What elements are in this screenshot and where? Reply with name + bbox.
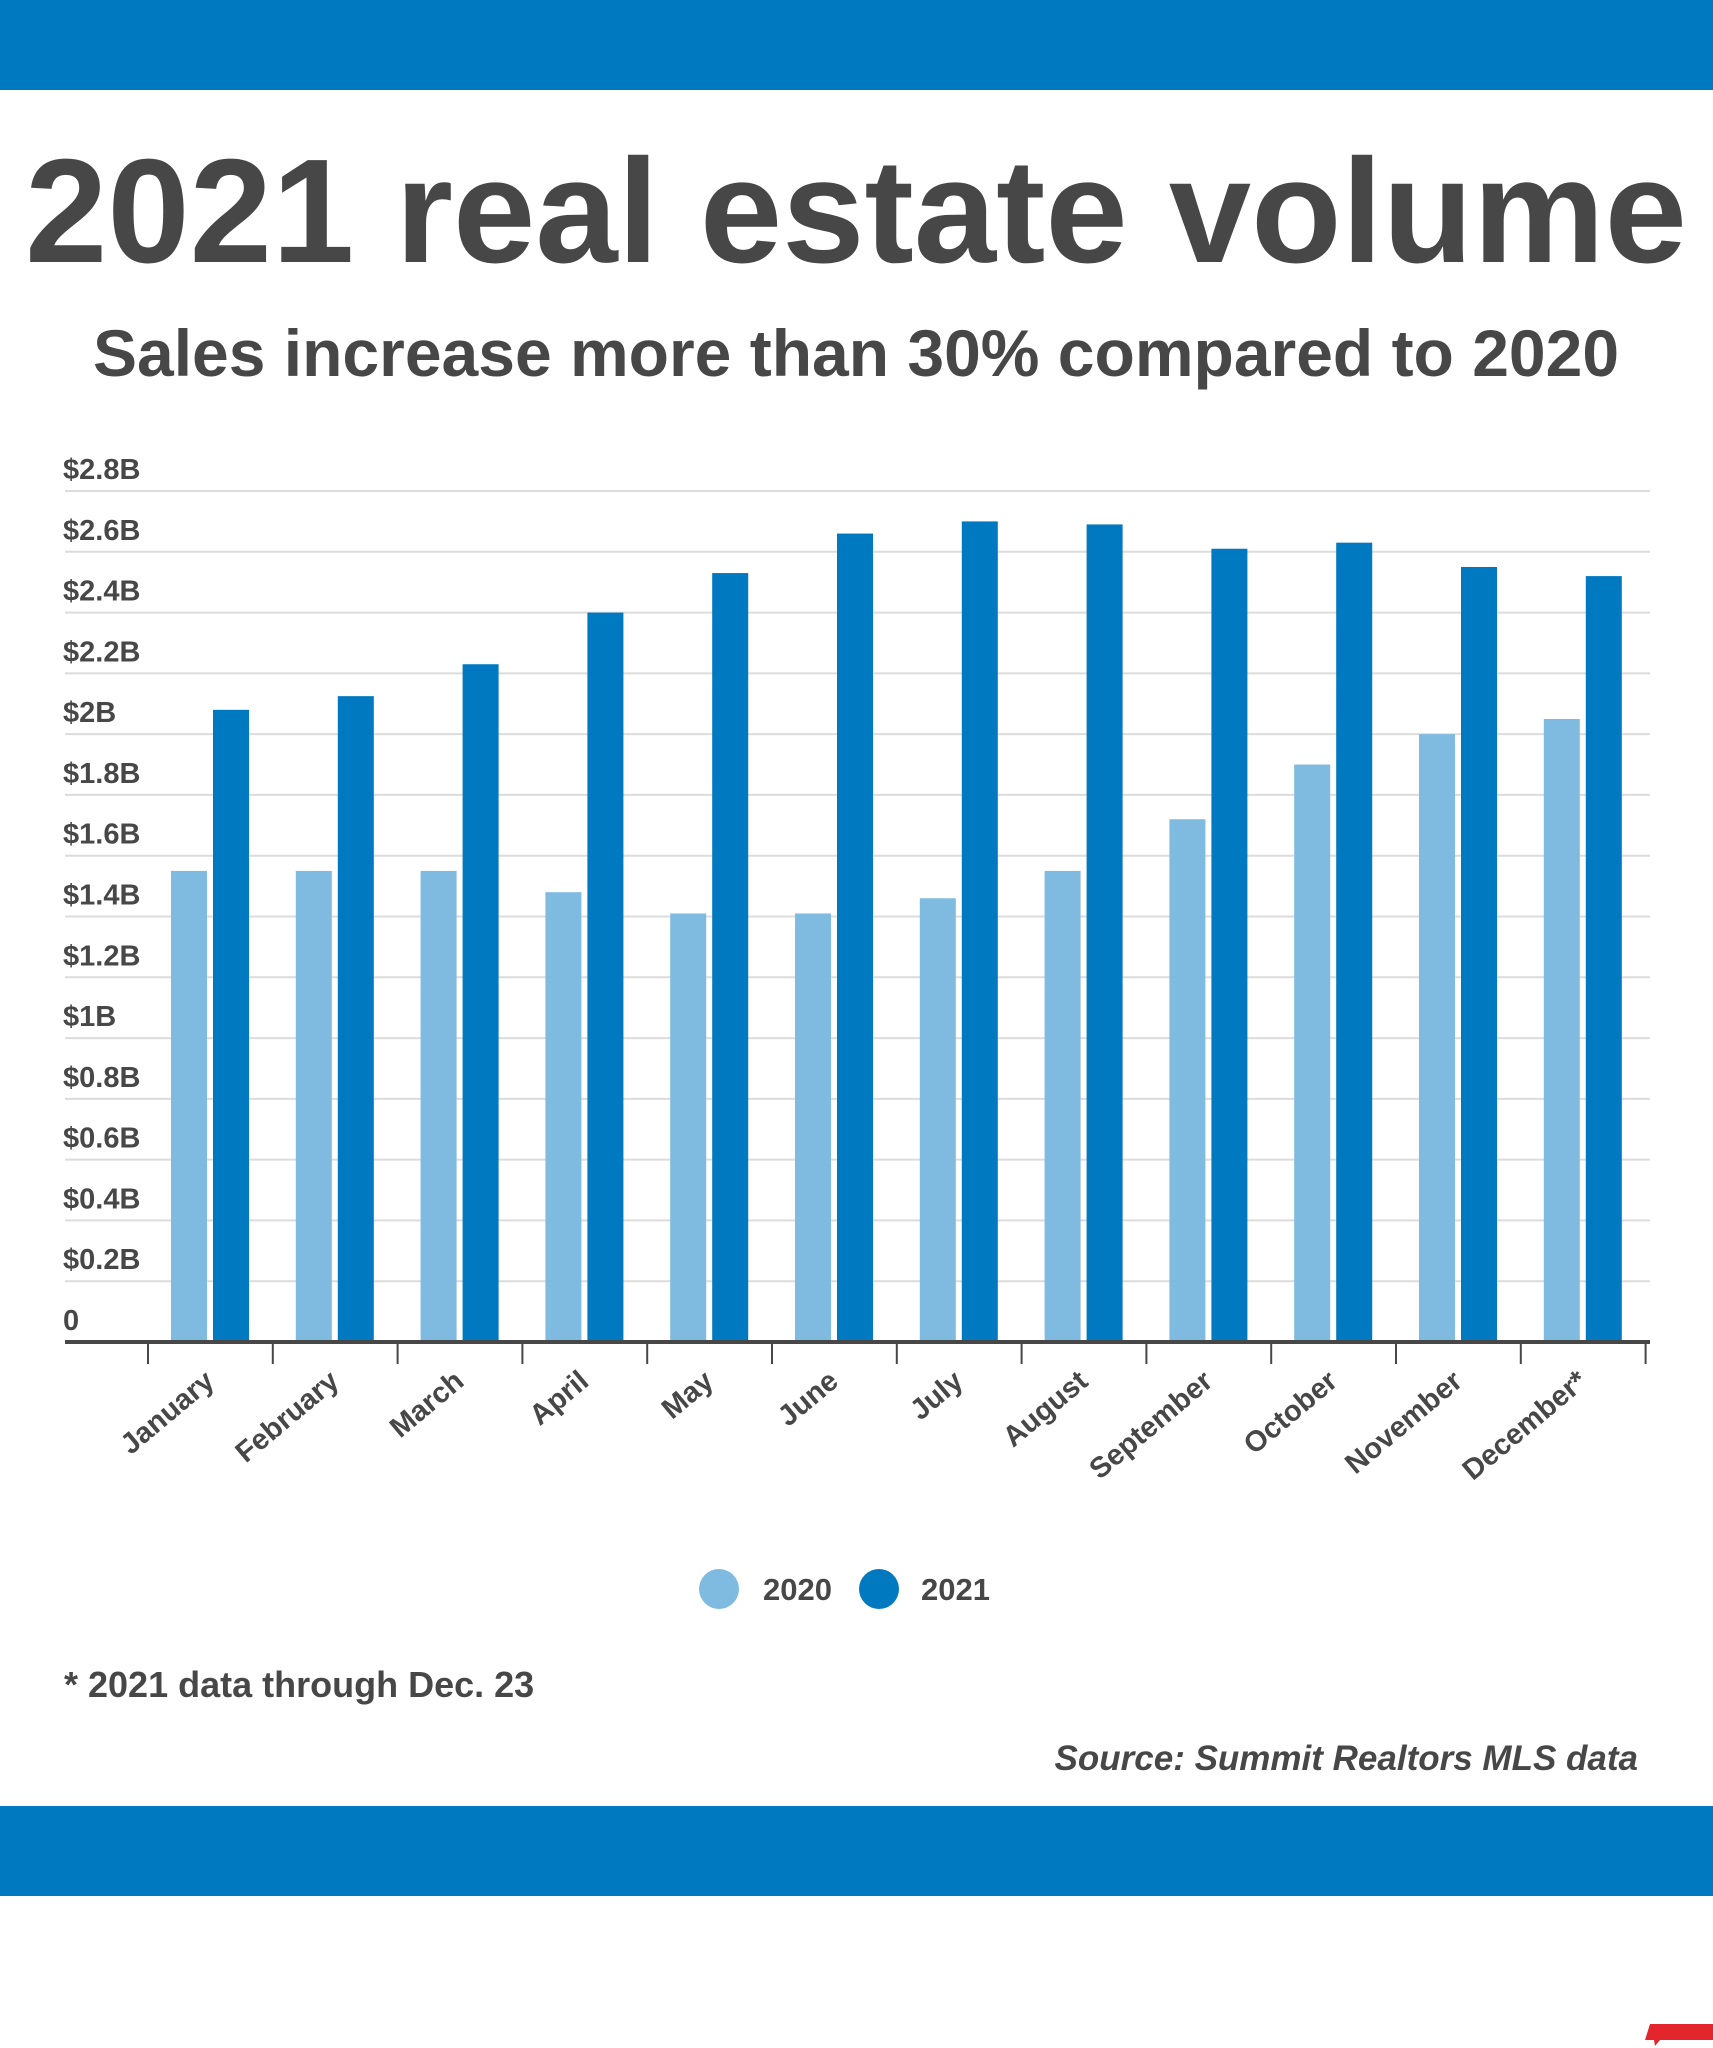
y-tick-label: 0 xyxy=(63,1305,79,1337)
y-tick-label: $0.2B xyxy=(63,1244,140,1276)
bar-2021-february xyxy=(337,696,374,1342)
chart-title: 2021 real estate volume xyxy=(25,129,1687,294)
y-tick-label: $1.6B xyxy=(63,819,140,851)
infogram-logo xyxy=(1645,2024,1713,2046)
x-tick-label: May xyxy=(656,1365,720,1426)
x-tick-label: August xyxy=(997,1365,1094,1454)
x-tick-label: December* xyxy=(1457,1364,1594,1486)
y-tick-label: $2.2B xyxy=(63,636,140,668)
y-tick-label: $0.8B xyxy=(63,1062,140,1094)
bar-2020-august xyxy=(1044,870,1081,1342)
bar-2020-february xyxy=(295,870,332,1342)
x-tick-label: January xyxy=(115,1365,221,1461)
bottom-band xyxy=(0,1806,1713,1896)
x-tick-label: October xyxy=(1238,1365,1344,1461)
bars xyxy=(171,521,1622,1342)
y-tick-label: $2.6B xyxy=(63,515,140,547)
legend-label-2020: 2020 xyxy=(763,1572,832,1607)
bar-2021-june xyxy=(837,533,873,1342)
bar-2020-june xyxy=(795,913,831,1342)
bar-2021-december xyxy=(1585,576,1622,1342)
bar-2021-august xyxy=(1086,524,1123,1342)
source-note: Source: Summit Realtors MLS data xyxy=(1055,1739,1638,1778)
bar-2021-november xyxy=(1461,566,1497,1342)
legend-marker-2021 xyxy=(859,1569,899,1609)
x-tick-label: March xyxy=(384,1365,470,1444)
bar-2020-september xyxy=(1169,819,1206,1342)
x-tick-label: June xyxy=(772,1365,844,1433)
bar-2020-november xyxy=(1419,734,1455,1342)
bar-2020-october xyxy=(1294,764,1331,1342)
bar-2020-december xyxy=(1543,718,1580,1342)
legend: 2020 2021 xyxy=(699,1569,990,1609)
y-tick-label: $2B xyxy=(63,697,116,729)
legend-label-2021: 2021 xyxy=(921,1572,990,1607)
footnote: * 2021 data through Dec. 23 xyxy=(64,1664,534,1705)
y-tick-label: $0.4B xyxy=(63,1183,140,1215)
bar-2020-may xyxy=(670,913,707,1342)
bar-2020-july xyxy=(919,898,956,1342)
bar-2021-january xyxy=(213,709,249,1342)
y-tick-label: $2.4B xyxy=(63,576,140,608)
y-tick-label: $1.8B xyxy=(63,758,140,790)
bar-2021-april xyxy=(587,612,624,1342)
bar-2020-april xyxy=(545,892,582,1342)
x-axis: January February March April May June July Augu… xyxy=(65,1340,1650,1487)
bar-2021-march xyxy=(462,664,499,1342)
bar-2021-may xyxy=(712,573,749,1342)
y-tick-label: $2.8B xyxy=(63,454,140,486)
y-tick-label: $0.6B xyxy=(63,1123,140,1155)
x-tick-label: February xyxy=(230,1365,346,1469)
top-band xyxy=(0,0,1713,90)
bar-2021-july xyxy=(961,521,998,1342)
bar-2021-september xyxy=(1211,548,1248,1342)
chart-subtitle: Sales increase more than 30% compared to… xyxy=(93,316,1619,390)
y-tick-label: $1.4B xyxy=(63,880,140,912)
x-tick-label: April xyxy=(524,1365,595,1432)
y-tick-label: $1.2B xyxy=(63,940,140,972)
bar-2020-march xyxy=(420,870,457,1342)
x-tick-label: July xyxy=(904,1365,969,1427)
x-tick-label: September xyxy=(1084,1365,1219,1486)
y-axis-labels: 0 $0.2B $0.4B $0.6B $0.8B $1B $1.2B $1.4B $1.6B $… xyxy=(63,454,140,1337)
x-tick-label: November xyxy=(1339,1365,1468,1481)
y-tick-label: $1B xyxy=(63,1001,116,1033)
legend-marker-2020 xyxy=(699,1569,739,1609)
bar-2021-october xyxy=(1336,542,1373,1342)
bar-2020-january xyxy=(171,870,207,1342)
